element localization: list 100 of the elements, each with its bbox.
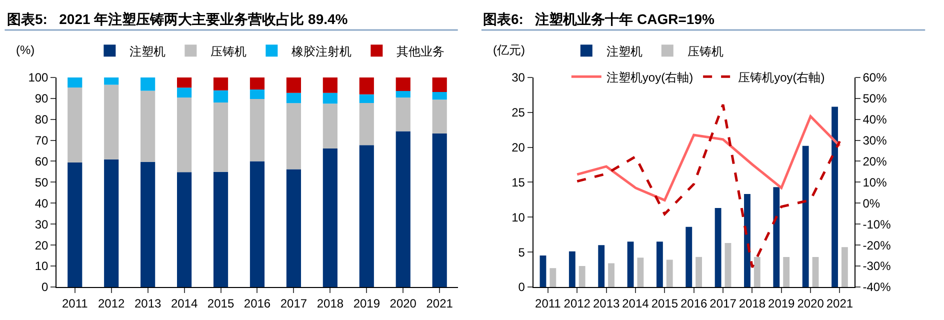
y2-tick-label: -30% — [862, 259, 892, 274]
x-tick-label: 2015 — [207, 296, 234, 310]
bar — [696, 256, 702, 287]
bar — [432, 100, 447, 134]
y-tick-label: 30 — [512, 70, 526, 85]
bar — [177, 77, 192, 88]
bar — [686, 226, 692, 287]
x-tick-label: 2015 — [651, 296, 678, 310]
bar — [177, 98, 192, 172]
bar — [550, 268, 556, 287]
bar — [656, 242, 663, 287]
legend-label: 压铸机 — [687, 44, 724, 58]
bar — [598, 245, 605, 287]
line-series — [576, 115, 841, 202]
y-tick-label: 70 — [34, 133, 49, 148]
bar — [812, 256, 819, 287]
bar — [104, 84, 119, 160]
y2-tick-label: 20% — [862, 154, 888, 168]
legend-label: 压铸机yoy(右軸) — [738, 70, 825, 84]
bar — [744, 194, 750, 287]
y-tick-label: 20 — [512, 140, 526, 154]
bar — [568, 251, 576, 287]
bar — [286, 92, 302, 104]
y2-tick-label: 30% — [862, 133, 888, 148]
y2-tick-label: 50% — [862, 92, 888, 106]
bar — [104, 77, 119, 85]
y-tick-label: 50 — [34, 175, 49, 190]
bar — [68, 87, 82, 162]
y-tick-label: 90 — [34, 92, 49, 106]
x-tick-label: 2013 — [592, 296, 620, 310]
x-tick-label: 2021 — [426, 296, 454, 310]
y-tick-label: 10 — [512, 210, 526, 224]
bar — [140, 162, 156, 287]
bar — [359, 145, 374, 287]
bar — [802, 146, 809, 287]
chart-title: 图表6: 注塑机业务十年 CAGR=19% — [483, 11, 715, 27]
y-tick-label: 30 — [34, 217, 49, 232]
y-tick-label: 80 — [34, 112, 49, 126]
y-tick-label: 5 — [518, 245, 526, 260]
chart-title: 图表5: 2021 年注塑压铸两大主要业务营收占比 89.4% — [7, 11, 348, 27]
bar — [783, 256, 790, 287]
bar — [213, 77, 228, 90]
y2-tick-label: -40% — [862, 280, 892, 294]
legend-label: 其他业务 — [396, 44, 445, 58]
bar — [608, 263, 614, 287]
bar — [213, 90, 228, 103]
y2-tick-label: 60% — [862, 70, 888, 85]
y-tick-label: 100 — [28, 70, 49, 85]
y-tick-label: 25 — [512, 106, 526, 120]
bar — [322, 77, 338, 93]
bar — [359, 102, 374, 146]
x-tick-label: 2020 — [390, 296, 417, 310]
bar — [177, 88, 192, 98]
y2-tick-label: 10% — [862, 175, 888, 190]
bar — [432, 77, 447, 92]
x-tick-label: 2012 — [564, 296, 591, 310]
y2-tick-label: 0% — [862, 196, 880, 210]
bar — [322, 92, 338, 104]
bar — [104, 159, 119, 287]
line-series — [576, 103, 841, 269]
legend-label: 注塑机 — [130, 44, 166, 58]
y-axis-title: (%) — [16, 43, 35, 57]
bar — [627, 242, 634, 287]
x-tick-label: 2018 — [316, 296, 344, 310]
y-tick-label: 15 — [512, 175, 526, 190]
x-tick-label: 2017 — [710, 296, 737, 310]
bar — [714, 208, 722, 287]
x-tick-label: 2014 — [170, 296, 198, 310]
bar — [250, 161, 265, 287]
x-tick-label: 2021 — [826, 296, 854, 310]
y-tick-label: 60 — [34, 154, 49, 168]
bar — [396, 131, 410, 287]
bar — [286, 77, 302, 93]
bar — [359, 94, 374, 103]
bar — [773, 187, 780, 287]
bar — [396, 77, 410, 91]
bar — [724, 242, 732, 287]
x-tick-label: 2018 — [738, 296, 766, 310]
y-tick-label: 0 — [518, 280, 526, 294]
legend-label: 橡胶注射机 — [292, 44, 352, 58]
bar — [177, 172, 192, 287]
bar — [286, 103, 302, 170]
y-tick-label: 20 — [34, 238, 49, 252]
bar — [396, 98, 410, 132]
bar — [140, 90, 156, 162]
bar — [250, 98, 265, 162]
y2-tick-label: -20% — [862, 238, 892, 252]
bar — [832, 106, 838, 287]
y-tick-label: 10 — [34, 259, 49, 274]
x-tick-label: 2019 — [768, 296, 796, 310]
bar — [754, 256, 760, 287]
x-tick-label: 2011 — [62, 296, 88, 310]
bar — [250, 77, 265, 90]
x-tick-label: 2017 — [280, 296, 308, 310]
x-tick-label: 2016 — [244, 296, 271, 310]
y-tick-label: 40 — [34, 196, 49, 210]
bar — [666, 260, 673, 287]
bar — [68, 77, 82, 88]
bar — [432, 92, 447, 100]
bar — [322, 148, 338, 287]
